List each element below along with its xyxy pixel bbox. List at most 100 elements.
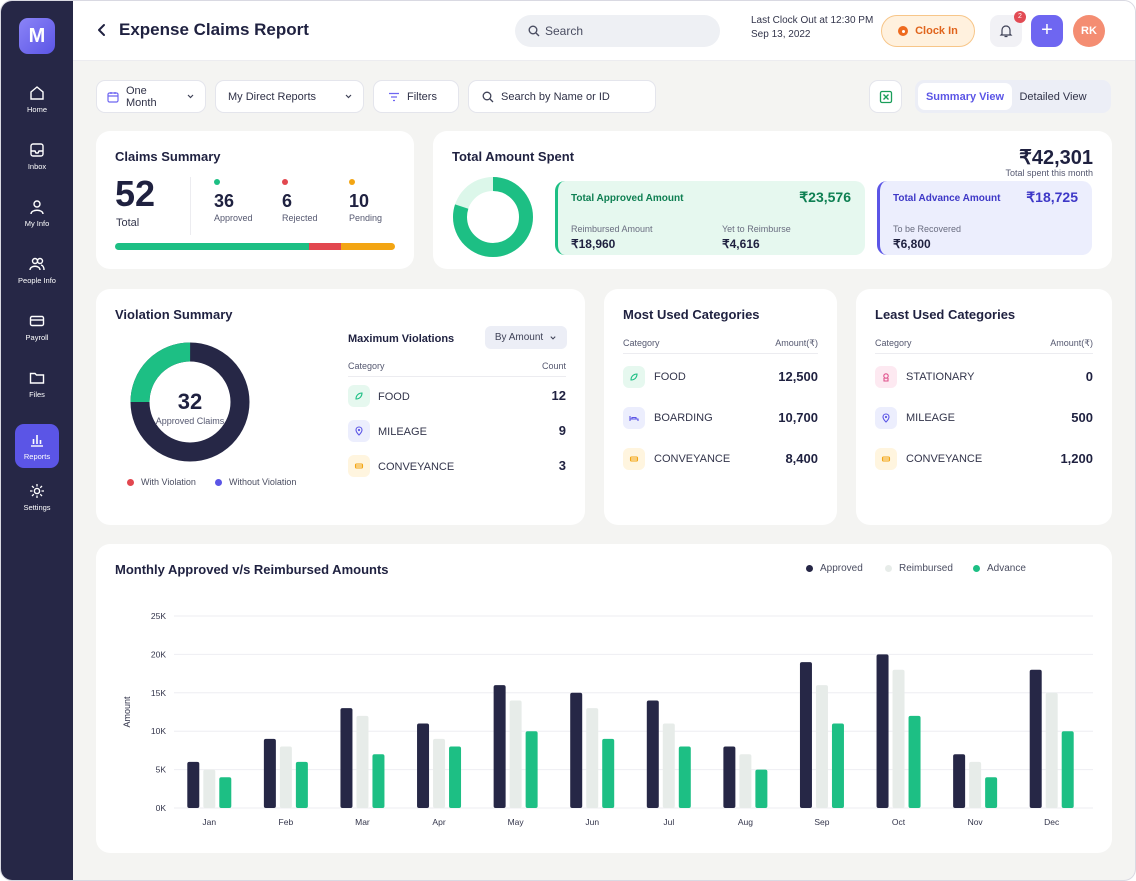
card-title: Violation Summary	[115, 307, 233, 322]
bar-advance-jan	[219, 777, 232, 808]
spent-donut	[453, 177, 533, 257]
bar-approved-aug	[723, 746, 736, 808]
bar-chart: 0K 5K 10K 15K 20K 25K Amount Jan Feb Mar Apr May Jun…	[122, 611, 1093, 827]
category-name: CONVEYANCE	[906, 453, 983, 465]
sidebar-item-settings[interactable]: Settings	[15, 475, 59, 519]
leaf-icon	[348, 385, 370, 407]
notifications-button[interactable]: 2	[990, 11, 1026, 47]
violation-summary-card: Violation Summary 32 Approved Claims Wit…	[96, 289, 585, 525]
clock-in-button[interactable]: Clock In	[881, 15, 975, 47]
total-amount-card: Total Amount Spent ₹42,301 Total spent t…	[433, 131, 1112, 269]
summary-view-button[interactable]: Summary View	[918, 83, 1012, 110]
x-tick-label: Jan	[202, 817, 216, 827]
x-tick-label: Jun	[585, 817, 599, 827]
employee-search-input[interactable]	[501, 90, 641, 103]
bar-reimbursed-aug	[739, 754, 752, 808]
sidebar-item-label: My Info	[24, 218, 50, 228]
employee-search[interactable]	[468, 80, 656, 113]
approved-amount-value: ₹23,576	[799, 189, 851, 205]
x-tick-label: Sep	[814, 817, 829, 827]
category-amount: 0	[1085, 369, 1093, 384]
sidebar-item-my-info[interactable]: My Info	[15, 191, 59, 235]
inbox-icon	[30, 142, 44, 157]
bar-advance-jul	[678, 746, 691, 808]
global-search[interactable]	[515, 15, 720, 47]
yet-to-reimburse-value: ₹4,616	[722, 237, 760, 251]
legend-without-violation: Without Violation	[215, 477, 296, 487]
advance-amount-box: Total Advance Amount ₹18,725 To be Recov…	[877, 181, 1092, 255]
category-name: BOARDING	[654, 412, 713, 424]
reimbursed-label: Reimbursed Amount	[571, 224, 653, 234]
sidebar-item-label: Reports	[23, 451, 51, 461]
stationery-icon	[875, 366, 897, 388]
category-amount: 12,500	[778, 369, 818, 384]
sidebar-item-reports[interactable]: Reports	[15, 424, 59, 468]
sort-dropdown[interactable]: By Amount	[485, 326, 567, 349]
bar-approved-oct	[876, 654, 889, 808]
col-amount: Amount(₹)	[1050, 338, 1093, 348]
legend-dot	[885, 565, 892, 572]
bar-advance-feb	[295, 761, 308, 808]
least-used-categories-card: Least Used Categories Category Amount(₹)…	[856, 289, 1112, 525]
bar-reimbursed-apr	[433, 738, 446, 808]
sidebar-item-files[interactable]: Files	[15, 362, 59, 406]
filters-button[interactable]: Filters	[373, 80, 459, 113]
bar-reimbursed-oct	[892, 669, 905, 808]
chevron-down-icon	[187, 94, 194, 99]
category-amount: 10,700	[778, 410, 818, 425]
bar-reimbursed-mar	[356, 715, 369, 808]
x-tick-label: Aug	[738, 817, 753, 827]
col-category: Category	[348, 361, 385, 371]
approved-amount-title: Total Approved Amount	[571, 193, 684, 204]
chevron-down-icon	[345, 94, 352, 99]
legend-advance: Advance	[973, 563, 1026, 574]
col-count: Count	[541, 361, 566, 371]
sidebar-item-people-info[interactable]: People Info	[15, 248, 59, 292]
search-input[interactable]	[545, 15, 710, 47]
detailed-view-button[interactable]: Detailed View	[1019, 90, 1087, 103]
app-logo[interactable]: M	[19, 18, 55, 54]
avatar[interactable]: RK	[1073, 15, 1105, 47]
search-icon	[528, 25, 540, 37]
approved-segment	[115, 243, 309, 250]
violation-count: 9	[558, 423, 566, 438]
period-dropdown[interactable]: One Month	[96, 80, 206, 113]
max-violations-title: Maximum Violations	[348, 333, 455, 345]
user-icon	[30, 199, 44, 214]
add-button[interactable]: +	[1031, 15, 1063, 47]
bar-advance-nov	[985, 777, 998, 808]
pending-label: Pending	[349, 213, 383, 223]
card-title: Least Used Categories	[875, 307, 1016, 322]
car-icon	[875, 448, 897, 470]
violation-count: 12	[551, 388, 566, 403]
bar-advance-aug	[755, 769, 768, 808]
category-name: STATIONARY	[906, 371, 975, 383]
filter-icon	[389, 92, 399, 101]
category-name: MILEAGE	[906, 412, 955, 424]
y-tick-label: 25K	[151, 611, 166, 621]
search-icon	[482, 91, 494, 102]
rejected-dot	[282, 179, 288, 185]
approved-dot	[214, 179, 220, 185]
bar-reimbursed-jan	[203, 769, 216, 808]
category-amount: 500	[1071, 410, 1093, 425]
bar-approved-may	[493, 685, 506, 808]
export-excel-button[interactable]	[869, 80, 902, 113]
violation-donut	[130, 342, 250, 462]
scope-dropdown[interactable]: My Direct Reports	[215, 80, 364, 113]
sidebar-item-home[interactable]: Home	[15, 77, 59, 121]
filters-label: Filters	[407, 90, 437, 103]
bar-approved-jul	[646, 700, 659, 808]
notification-badge: 2	[1014, 11, 1026, 23]
bar-reimbursed-feb	[279, 746, 292, 808]
sidebar-item-label: Payroll	[25, 332, 49, 342]
sidebar-item-payroll[interactable]: Payroll	[15, 305, 59, 349]
sidebar-item-label: People Info	[18, 275, 56, 285]
bar-approved-feb	[263, 738, 276, 808]
bar-chart-icon	[31, 434, 43, 447]
sidebar-item-inbox[interactable]: Inbox	[15, 134, 59, 178]
approved-claims-value: 32	[177, 389, 203, 414]
back-arrow-icon[interactable]	[93, 21, 111, 39]
rejected-label: Rejected	[282, 213, 318, 223]
top-header: Expense Claims Report Last Clock Out at …	[73, 1, 1135, 61]
